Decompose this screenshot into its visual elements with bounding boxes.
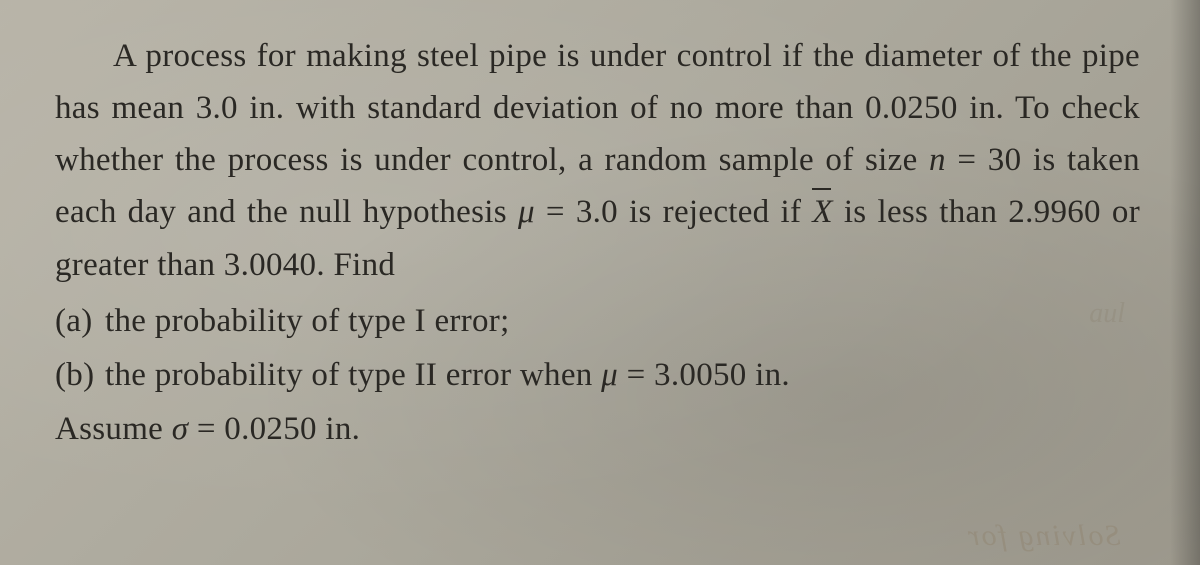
part-a-text: the probability of type I error; xyxy=(105,303,510,339)
mu-symbol-1: μ xyxy=(518,194,535,230)
part-a-label: (a) xyxy=(55,295,105,347)
bleed-through-text-2: Solving for xyxy=(966,519,1121,553)
problem-text-block: A process for making steel pipe is under… xyxy=(55,30,1140,455)
part-a: (a)the probability of type I error; xyxy=(55,295,1140,347)
mu-equation: = 3.0 is rejected if xyxy=(535,194,813,230)
mu-symbol-2: μ xyxy=(601,357,618,393)
problem-statement: A process for making steel pipe is under… xyxy=(55,30,1140,291)
assumption: Assume σ = 0.0250 in. xyxy=(55,403,1140,455)
part-b: (b)the probability of type II error when… xyxy=(55,349,1140,401)
part-b-text-1: the probability of type II error when xyxy=(105,357,601,393)
page-edge-shadow xyxy=(1170,0,1200,565)
assume-text-1: Assume xyxy=(55,411,172,447)
variable-n: n xyxy=(929,142,946,178)
part-b-text-2: = 3.0050 in. xyxy=(618,357,790,393)
assume-text-2: = 0.0250 in. xyxy=(188,411,360,447)
sigma-symbol: σ xyxy=(172,411,189,447)
part-b-label: (b) xyxy=(55,349,105,401)
x-bar-symbol: X xyxy=(812,186,832,238)
